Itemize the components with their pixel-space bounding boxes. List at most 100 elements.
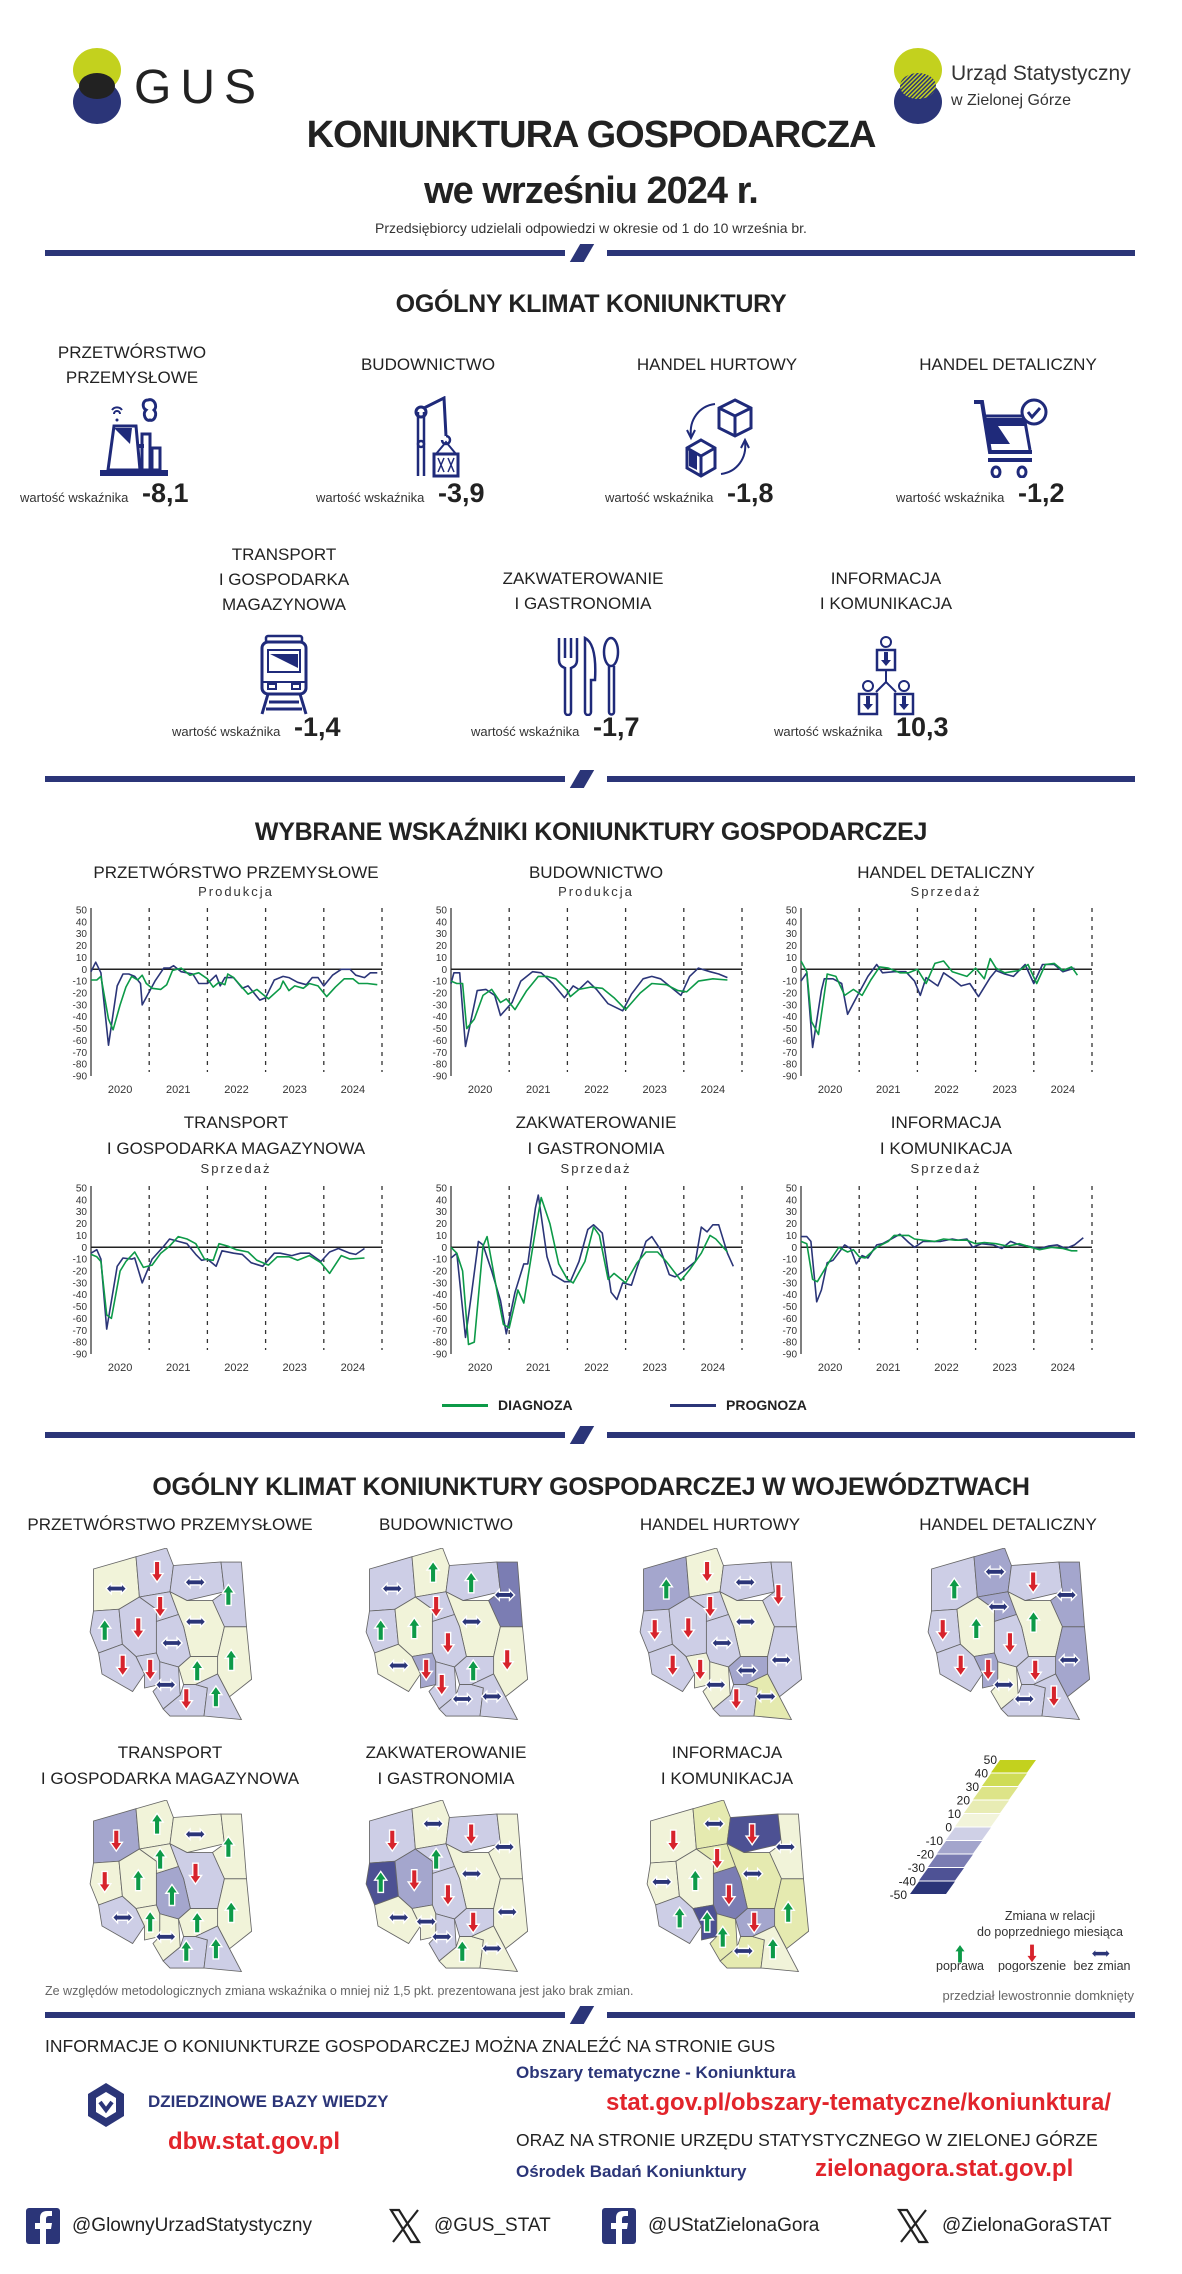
y-tick-label: 0 bbox=[791, 965, 797, 976]
scale-label: -40 bbox=[899, 1875, 917, 1889]
x-tick-label: 2023 bbox=[992, 1362, 1016, 1374]
us-link[interactable]: zielonagora.stat.gov.pl bbox=[815, 2155, 1074, 2182]
arrow-no-change-icon bbox=[451, 1692, 474, 1706]
scale-band bbox=[964, 1800, 1009, 1813]
gus-logo: GUS bbox=[72, 46, 272, 126]
indicator-caption: wartość wskaźnika bbox=[605, 490, 714, 505]
y-tick-label: -70 bbox=[783, 1048, 798, 1059]
y-tick-label: 30 bbox=[436, 929, 448, 940]
y-tick-label: 20 bbox=[786, 1219, 798, 1230]
map-title: TRANSPORT I GOSPODARKA MAGAZYNOWA bbox=[41, 1740, 299, 1792]
y-tick-label: -10 bbox=[433, 977, 448, 988]
chart-title: HANDEL DETALICZNY bbox=[857, 860, 1035, 886]
arrow-no-change-icon bbox=[415, 1914, 438, 1929]
chart-title-line: BUDOWNICTWO bbox=[528, 863, 664, 882]
indicator-value: -1,7 bbox=[593, 712, 640, 742]
y-tick-label: 10 bbox=[436, 953, 448, 964]
arrow-up-icon bbox=[208, 1684, 224, 1708]
map-title-line: ZAKWATEROWANIE bbox=[365, 1743, 527, 1762]
y-tick-label: -90 bbox=[73, 1072, 88, 1083]
scale-band bbox=[928, 1854, 973, 1867]
chart-subtitle: Sprzedaż bbox=[200, 1161, 272, 1176]
y-tick-label: 40 bbox=[76, 917, 88, 928]
arrow-down-icon bbox=[728, 1687, 744, 1711]
x-tick-label: 2021 bbox=[526, 1362, 550, 1374]
y-tick-label: -10 bbox=[433, 1255, 448, 1266]
arrow-down-icon bbox=[692, 1658, 708, 1682]
indicator-label-line: ZAKWATEROWANIE bbox=[502, 569, 664, 588]
x-tick-label: 2024 bbox=[1051, 1362, 1075, 1374]
y-tick-label: 50 bbox=[436, 1184, 448, 1195]
chart-subtitle: Sprzedaż bbox=[910, 1161, 982, 1176]
y-tick-label: 40 bbox=[76, 1195, 88, 1206]
arrow-no-change-icon bbox=[460, 1614, 483, 1629]
y-tick-label: -10 bbox=[783, 1255, 798, 1266]
topics-label[interactable]: Obszary tematyczne - Koniunktura bbox=[516, 2063, 796, 2082]
arrow-no-change-icon bbox=[111, 1910, 134, 1925]
indicator-label-line: TRANSPORT bbox=[231, 545, 337, 564]
y-tick-label: 50 bbox=[436, 906, 448, 917]
arrow-down-icon bbox=[463, 1823, 479, 1846]
dbw-link[interactable]: dbw.stat.gov.pl bbox=[168, 2128, 340, 2155]
y-tick-label: 10 bbox=[76, 1231, 88, 1242]
scale-label: 40 bbox=[975, 1767, 989, 1781]
y-tick-label: -40 bbox=[783, 1290, 798, 1301]
arrow-no-change-icon bbox=[160, 1636, 184, 1650]
arrow-down-icon bbox=[428, 1595, 444, 1619]
arrow-down-icon bbox=[142, 1658, 158, 1682]
y-tick-label: 30 bbox=[436, 1207, 448, 1218]
y-tick-label: -80 bbox=[783, 1060, 798, 1071]
page-title: KONIUNKTURA GOSPODARCZA bbox=[306, 114, 877, 156]
train-icon bbox=[244, 634, 324, 716]
series-diagnoza-line bbox=[450, 975, 728, 1030]
y-tick-label: 20 bbox=[76, 1219, 88, 1230]
x-icon bbox=[388, 2208, 422, 2249]
obk-label[interactable]: Ośrodek Badań Koniunktury bbox=[516, 2162, 747, 2181]
facebook-icon bbox=[26, 2208, 60, 2249]
y-tick-label: -20 bbox=[73, 989, 88, 1000]
gus-logo-mark bbox=[73, 48, 121, 124]
indicator-card: HANDEL DETALICZNY bbox=[858, 352, 1158, 377]
y-tick-label: 40 bbox=[786, 1195, 798, 1206]
y-tick-label: 20 bbox=[786, 941, 798, 952]
y-tick-label: 50 bbox=[76, 1184, 88, 1195]
y-tick-label: -70 bbox=[433, 1326, 448, 1337]
arrow-up-icon bbox=[97, 1618, 113, 1642]
x-tick-label: 2024 bbox=[701, 1084, 725, 1096]
indicator-label: INFORMACJA I KOMUNIKACJA bbox=[736, 566, 1036, 616]
indicator-value: -1,8 bbox=[727, 478, 774, 508]
arrow-up-icon bbox=[425, 1560, 441, 1583]
arrow-up-icon bbox=[223, 1900, 239, 1924]
arrow-up-icon bbox=[152, 1847, 168, 1870]
arrow-no-change-icon bbox=[381, 1581, 404, 1596]
y-tick-label: -80 bbox=[73, 1338, 88, 1349]
series-diagnoza-line bbox=[800, 1234, 1078, 1283]
chart-title: TRANSPORT I GOSPODARKA MAGAZYNOWA bbox=[107, 1110, 365, 1162]
social-handle: @UStatZielonaGora bbox=[648, 2215, 820, 2236]
arrow-down-icon bbox=[108, 1829, 124, 1853]
y-tick-label: -70 bbox=[73, 1048, 88, 1059]
chart-title-line: HANDEL DETALICZNY bbox=[857, 863, 1035, 882]
arrow-down-icon bbox=[499, 1648, 515, 1672]
y-tick-label: -20 bbox=[433, 989, 448, 1000]
arrow-up-icon bbox=[373, 1618, 389, 1642]
x-tick-label: 2020 bbox=[818, 1362, 842, 1374]
indicator-card: PRZETWÓRSTWO PRZEMYSŁOWE bbox=[0, 340, 282, 390]
arrow-no-change-icon bbox=[992, 1677, 1015, 1692]
topics-link[interactable]: stat.gov.pl/obszary-tematyczne/koniunktu… bbox=[606, 2089, 1111, 2116]
indicator-label-line: INFORMACJA bbox=[830, 569, 942, 588]
y-tick-label: 30 bbox=[76, 1207, 88, 1218]
arrow-down-icon bbox=[406, 1869, 422, 1892]
chart-subtitle: Sprzedaż bbox=[560, 1161, 632, 1176]
indicator-label-line: I GOSPODARKA bbox=[218, 570, 350, 589]
arrow-no-change-icon bbox=[387, 1658, 410, 1673]
scale-label: 50 bbox=[984, 1753, 998, 1767]
arrow-no-change-icon bbox=[480, 1941, 504, 1956]
y-tick-label: -30 bbox=[73, 1000, 88, 1011]
x-tick-label: 2023 bbox=[992, 1084, 1016, 1096]
y-tick-label: -40 bbox=[73, 1290, 88, 1301]
y-tick-label: -50 bbox=[73, 1302, 88, 1313]
arrow-down-icon bbox=[188, 1862, 203, 1886]
social-handle: @GUS_STAT bbox=[434, 2215, 551, 2236]
poland-voivodeship-map bbox=[639, 1548, 803, 1721]
